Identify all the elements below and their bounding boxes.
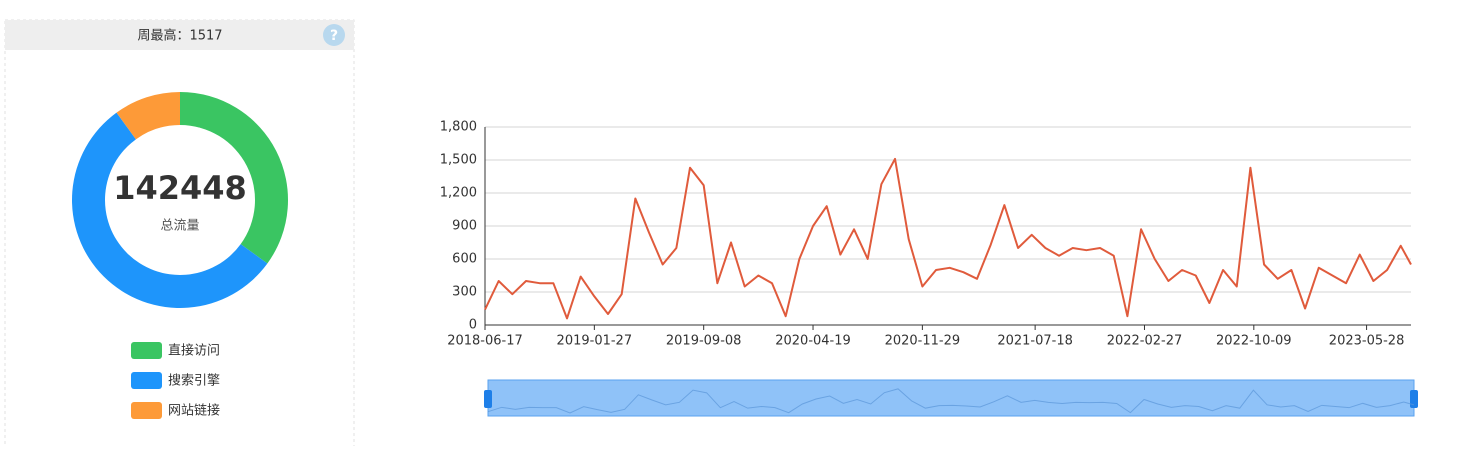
y-tick-label: 1,500 xyxy=(440,153,477,168)
total-label: 总流量 xyxy=(160,219,199,234)
traffic-line xyxy=(484,157,1412,320)
x-tick-label: 2022-10-09 xyxy=(1216,334,1292,349)
help-icon[interactable] xyxy=(323,24,345,46)
legend-label: 搜索引擎 xyxy=(168,374,220,389)
help-icon-text[interactable]: ? xyxy=(330,28,338,44)
y-tick-label: 0 xyxy=(469,318,477,333)
total-value: 142448 xyxy=(113,169,247,207)
panel xyxy=(4,19,355,450)
y-tick-label: 600 xyxy=(452,252,477,267)
zoom-handle[interactable] xyxy=(1410,390,1418,408)
y-tick-label: 900 xyxy=(452,219,477,234)
legend-label: 网站链接 xyxy=(168,403,220,419)
legend-label: 直接访问 xyxy=(168,343,220,359)
x-tick-label: 2019-09-08 xyxy=(666,334,742,349)
y-tick-label: 1,200 xyxy=(440,186,477,201)
zoom-handle[interactable] xyxy=(484,390,492,408)
x-tick-label: 2018-06-17 xyxy=(447,334,523,349)
legend-swatch xyxy=(131,372,162,389)
donut-slice xyxy=(116,92,180,140)
legend-swatch xyxy=(131,342,162,359)
y-tick-label: 300 xyxy=(452,285,477,300)
y-tick-label: 1,800 xyxy=(440,120,477,135)
x-tick-label: 2020-11-29 xyxy=(885,334,961,349)
zoom-overview xyxy=(487,388,1415,414)
x-tick-label: 2020-04-19 xyxy=(775,334,851,349)
donut-slice xyxy=(71,112,268,309)
x-tick-label: 2023-05-28 xyxy=(1329,334,1405,349)
x-tick-label: 2019-01-27 xyxy=(557,334,633,349)
panel-header xyxy=(5,20,354,50)
zoom-slider[interactable] xyxy=(487,379,1415,417)
x-tick-label: 2021-07-18 xyxy=(997,334,1073,349)
weekly-max: 周最高：1517 xyxy=(137,28,222,44)
x-tick-label: 2022-02-27 xyxy=(1107,334,1183,349)
legend-swatch xyxy=(131,402,162,419)
donut-slice xyxy=(180,92,288,264)
